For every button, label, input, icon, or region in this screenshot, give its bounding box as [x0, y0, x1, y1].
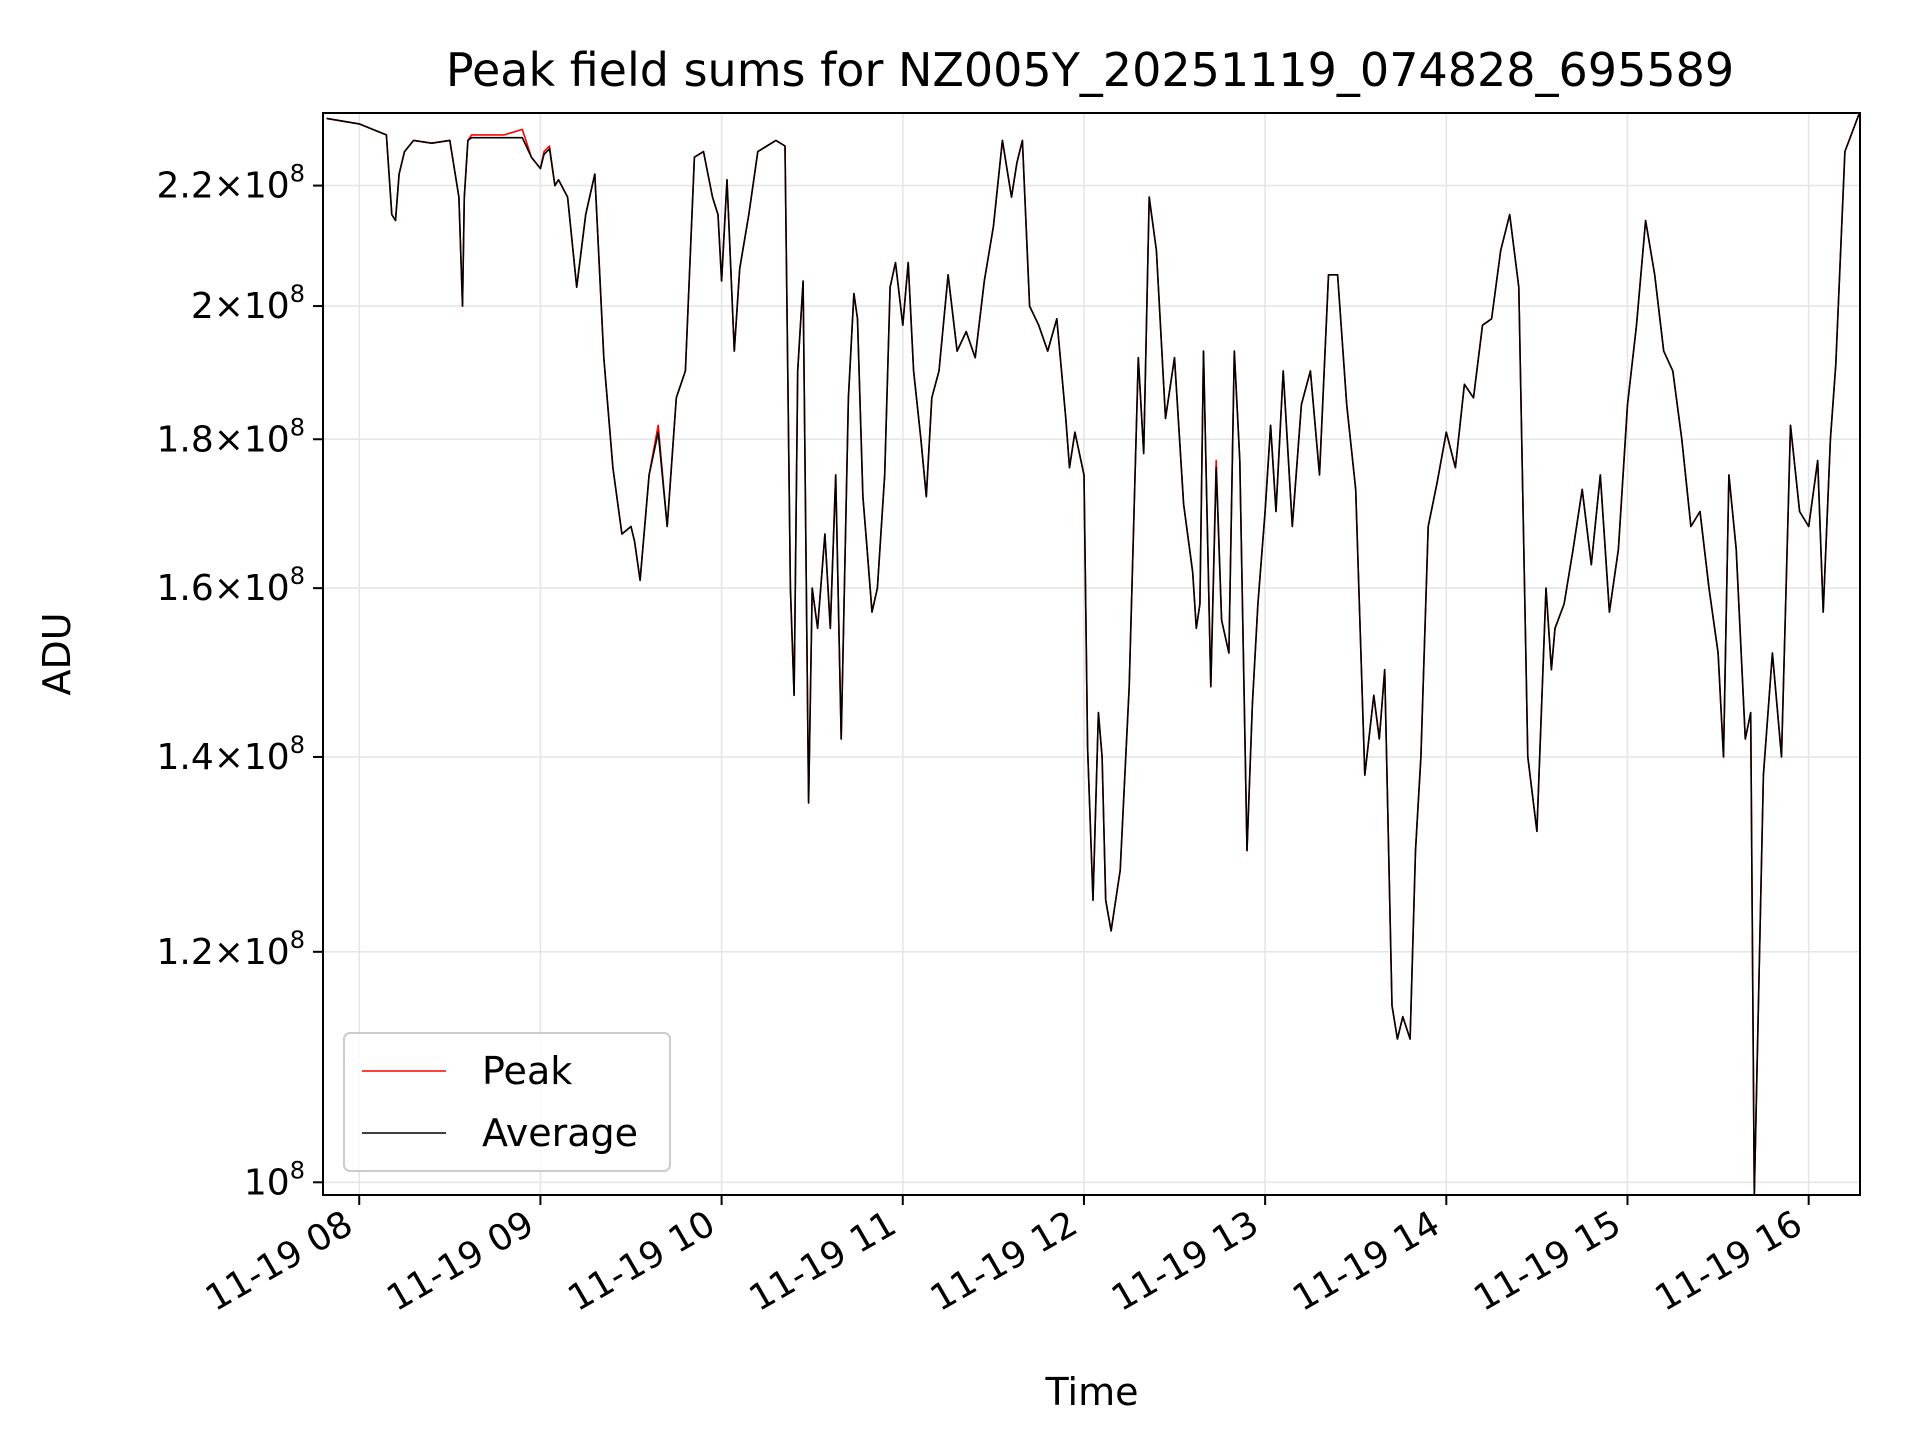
y-tick-exponent: 8: [290, 413, 305, 441]
y-axis-label: ADU: [35, 612, 79, 695]
y-tick-mantissa: 2×10: [191, 286, 290, 327]
legend-label-peak: Peak: [482, 1049, 572, 1093]
y-tick-label: 2×108: [191, 280, 305, 327]
y-tick-exponent: 8: [290, 160, 305, 188]
y-axis: 1081.2×1081.4×1081.6×1081.8×1082×1082.2×…: [156, 160, 323, 1203]
y-tick-mantissa: 1.6×10: [156, 568, 289, 609]
y-tick-exponent: 8: [290, 731, 305, 759]
y-tick-mantissa: 10: [244, 1162, 290, 1203]
y-tick-exponent: 8: [290, 562, 305, 590]
y-tick-mantissa: 1.4×10: [156, 737, 289, 778]
y-tick-mantissa: 1.8×10: [156, 419, 289, 460]
legend-box: [343, 1032, 671, 1172]
legend-label-average: Average: [482, 1111, 638, 1155]
plot-frame: [322, 112, 1861, 1196]
grid: [323, 113, 1860, 1195]
y-tick-exponent: 8: [290, 280, 305, 308]
y-tick-mantissa: 2.2×10: [156, 166, 289, 207]
y-tick-label: 2.2×108: [156, 160, 305, 207]
y-tick-exponent: 8: [290, 926, 305, 954]
series-layer: [326, 112, 1861, 1196]
y-tick-label: 1.2×108: [156, 926, 305, 973]
y-tick-label: 1.4×108: [156, 731, 305, 778]
series-line-average: [326, 112, 1861, 1196]
y-tick-label: 1.8×108: [156, 413, 305, 460]
y-tick-label: 1.6×108: [156, 562, 305, 609]
legend: Peak Average: [343, 1032, 671, 1172]
y-tick-label: 108: [244, 1156, 305, 1203]
chart-title: Peak field sums for NZ005Y_20251119_0748…: [446, 43, 1734, 97]
y-tick-exponent: 8: [290, 1156, 305, 1184]
x-axis-label: Time: [1045, 1370, 1139, 1414]
y-tick-mantissa: 1.2×10: [156, 932, 289, 973]
